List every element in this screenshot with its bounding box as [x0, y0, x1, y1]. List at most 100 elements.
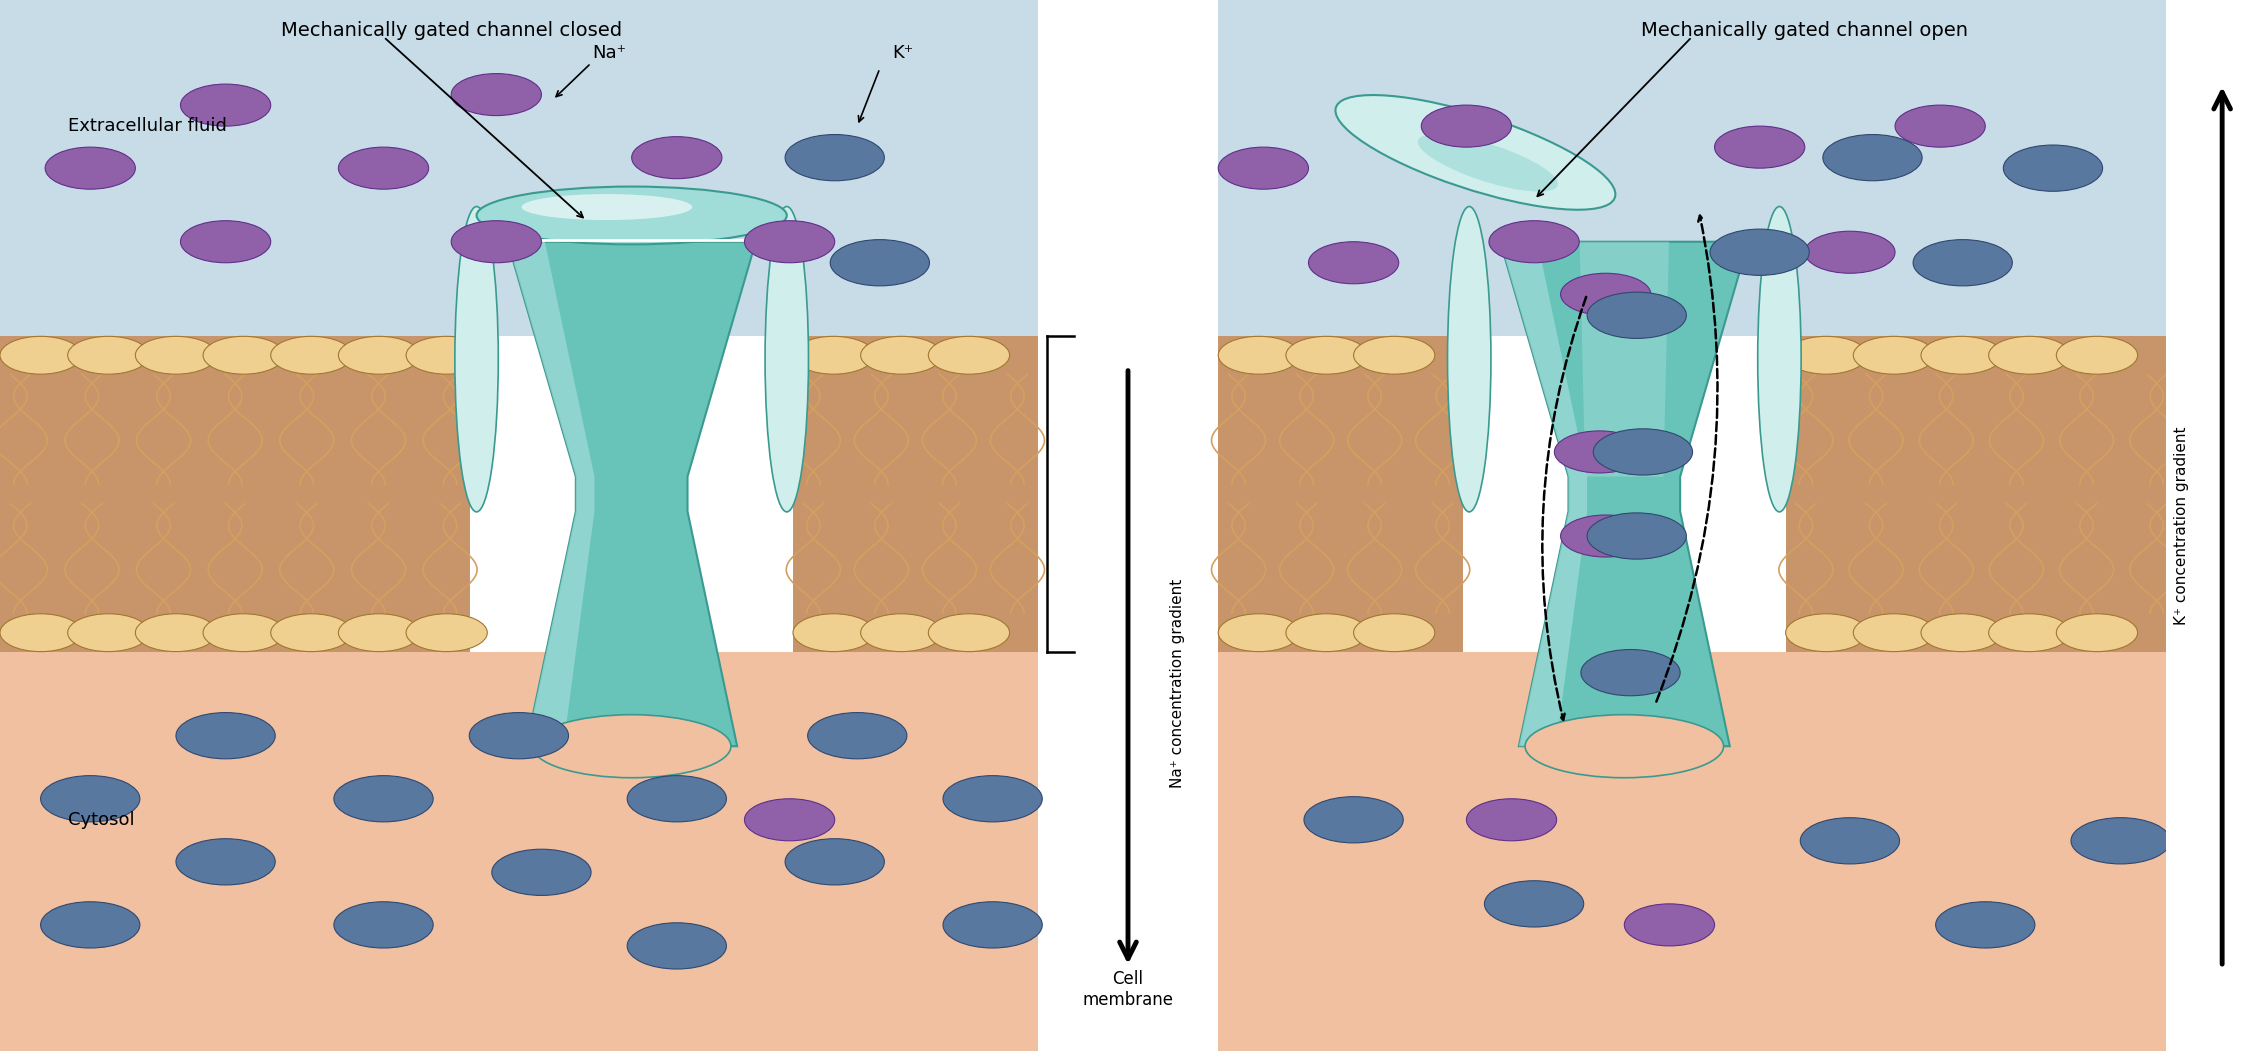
Circle shape [1805, 231, 1895, 273]
Circle shape [794, 614, 875, 652]
Circle shape [451, 221, 541, 263]
Text: Extracellular fluid: Extracellular fluid [68, 117, 226, 136]
Circle shape [1218, 147, 1308, 189]
Circle shape [1304, 797, 1403, 843]
Circle shape [180, 84, 271, 126]
Circle shape [1554, 431, 1645, 473]
Circle shape [0, 614, 81, 652]
Circle shape [830, 240, 929, 286]
Bar [2166, 0, 2256, 1051]
Circle shape [1854, 336, 1933, 374]
Bar [0, 336, 472, 652]
Circle shape [785, 839, 884, 885]
Circle shape [1354, 336, 1435, 374]
Circle shape [1586, 513, 1685, 559]
Circle shape [203, 336, 284, 374]
Polygon shape [1500, 242, 1748, 746]
Circle shape [176, 839, 275, 885]
Circle shape [1990, 614, 2071, 652]
Circle shape [1586, 292, 1685, 338]
Circle shape [744, 221, 835, 263]
Circle shape [1286, 614, 1367, 652]
Circle shape [794, 336, 875, 374]
Text: Mechanically gated channel open: Mechanically gated channel open [1642, 21, 1967, 40]
Circle shape [1710, 229, 1809, 275]
Circle shape [1489, 221, 1579, 263]
Circle shape [338, 614, 420, 652]
Bar [1787, 336, 2177, 652]
Circle shape [176, 713, 275, 759]
Circle shape [2071, 818, 2170, 864]
Circle shape [1990, 336, 2071, 374]
Circle shape [338, 147, 429, 189]
Circle shape [1308, 242, 1399, 284]
Circle shape [41, 902, 140, 948]
Circle shape [68, 336, 149, 374]
Circle shape [929, 336, 1011, 374]
Bar [794, 336, 1038, 652]
Circle shape [45, 147, 135, 189]
Ellipse shape [532, 715, 731, 778]
Circle shape [1823, 135, 1922, 181]
Circle shape [469, 713, 569, 759]
Circle shape [1787, 614, 1866, 652]
Bar [1218, 336, 1462, 652]
Bar [1038, 0, 1218, 1051]
Circle shape [1922, 614, 2003, 652]
Circle shape [1854, 614, 1933, 652]
Bar [1218, 652, 2256, 1051]
Circle shape [180, 221, 271, 263]
Ellipse shape [765, 206, 808, 512]
Circle shape [2057, 336, 2139, 374]
Text: K⁺: K⁺ [891, 43, 914, 62]
Circle shape [1787, 336, 1866, 374]
Circle shape [1218, 336, 1299, 374]
Circle shape [862, 336, 943, 374]
Ellipse shape [1336, 95, 1615, 210]
Text: Na⁺: Na⁺ [591, 43, 627, 62]
Circle shape [1421, 105, 1512, 147]
Circle shape [627, 923, 726, 969]
Circle shape [1800, 818, 1900, 864]
Text: Na⁺ concentration gradient: Na⁺ concentration gradient [1171, 578, 1184, 788]
Bar [0, 0, 1038, 336]
Circle shape [1286, 336, 1367, 374]
Circle shape [451, 74, 541, 116]
Circle shape [334, 902, 433, 948]
Circle shape [1593, 429, 1692, 475]
Polygon shape [508, 242, 596, 746]
Circle shape [1466, 799, 1557, 841]
Circle shape [1624, 904, 1715, 946]
Circle shape [2003, 145, 2103, 191]
Circle shape [135, 336, 217, 374]
Ellipse shape [1525, 715, 1724, 778]
Circle shape [492, 849, 591, 895]
Circle shape [943, 902, 1042, 948]
Circle shape [0, 336, 81, 374]
Circle shape [41, 776, 140, 822]
Circle shape [1581, 650, 1681, 696]
Polygon shape [1579, 242, 1669, 477]
Circle shape [1354, 614, 1435, 652]
Text: Mechanically gated channel closed: Mechanically gated channel closed [280, 21, 623, 40]
Circle shape [203, 614, 284, 652]
Circle shape [271, 614, 352, 652]
Circle shape [1895, 105, 1985, 147]
Circle shape [406, 336, 487, 374]
Circle shape [1561, 273, 1651, 315]
Circle shape [1561, 515, 1651, 557]
Circle shape [1484, 881, 1584, 927]
Ellipse shape [1757, 206, 1800, 512]
Circle shape [1218, 614, 1299, 652]
Text: Cytosol: Cytosol [68, 810, 135, 829]
Circle shape [785, 135, 884, 181]
Ellipse shape [476, 186, 787, 244]
Circle shape [68, 614, 149, 652]
Circle shape [2057, 614, 2139, 652]
Circle shape [862, 614, 943, 652]
Circle shape [1936, 902, 2035, 948]
Ellipse shape [1417, 135, 1559, 191]
Polygon shape [508, 242, 756, 746]
Circle shape [271, 336, 352, 374]
Text: K⁺ concentration gradient: K⁺ concentration gradient [2175, 427, 2188, 624]
